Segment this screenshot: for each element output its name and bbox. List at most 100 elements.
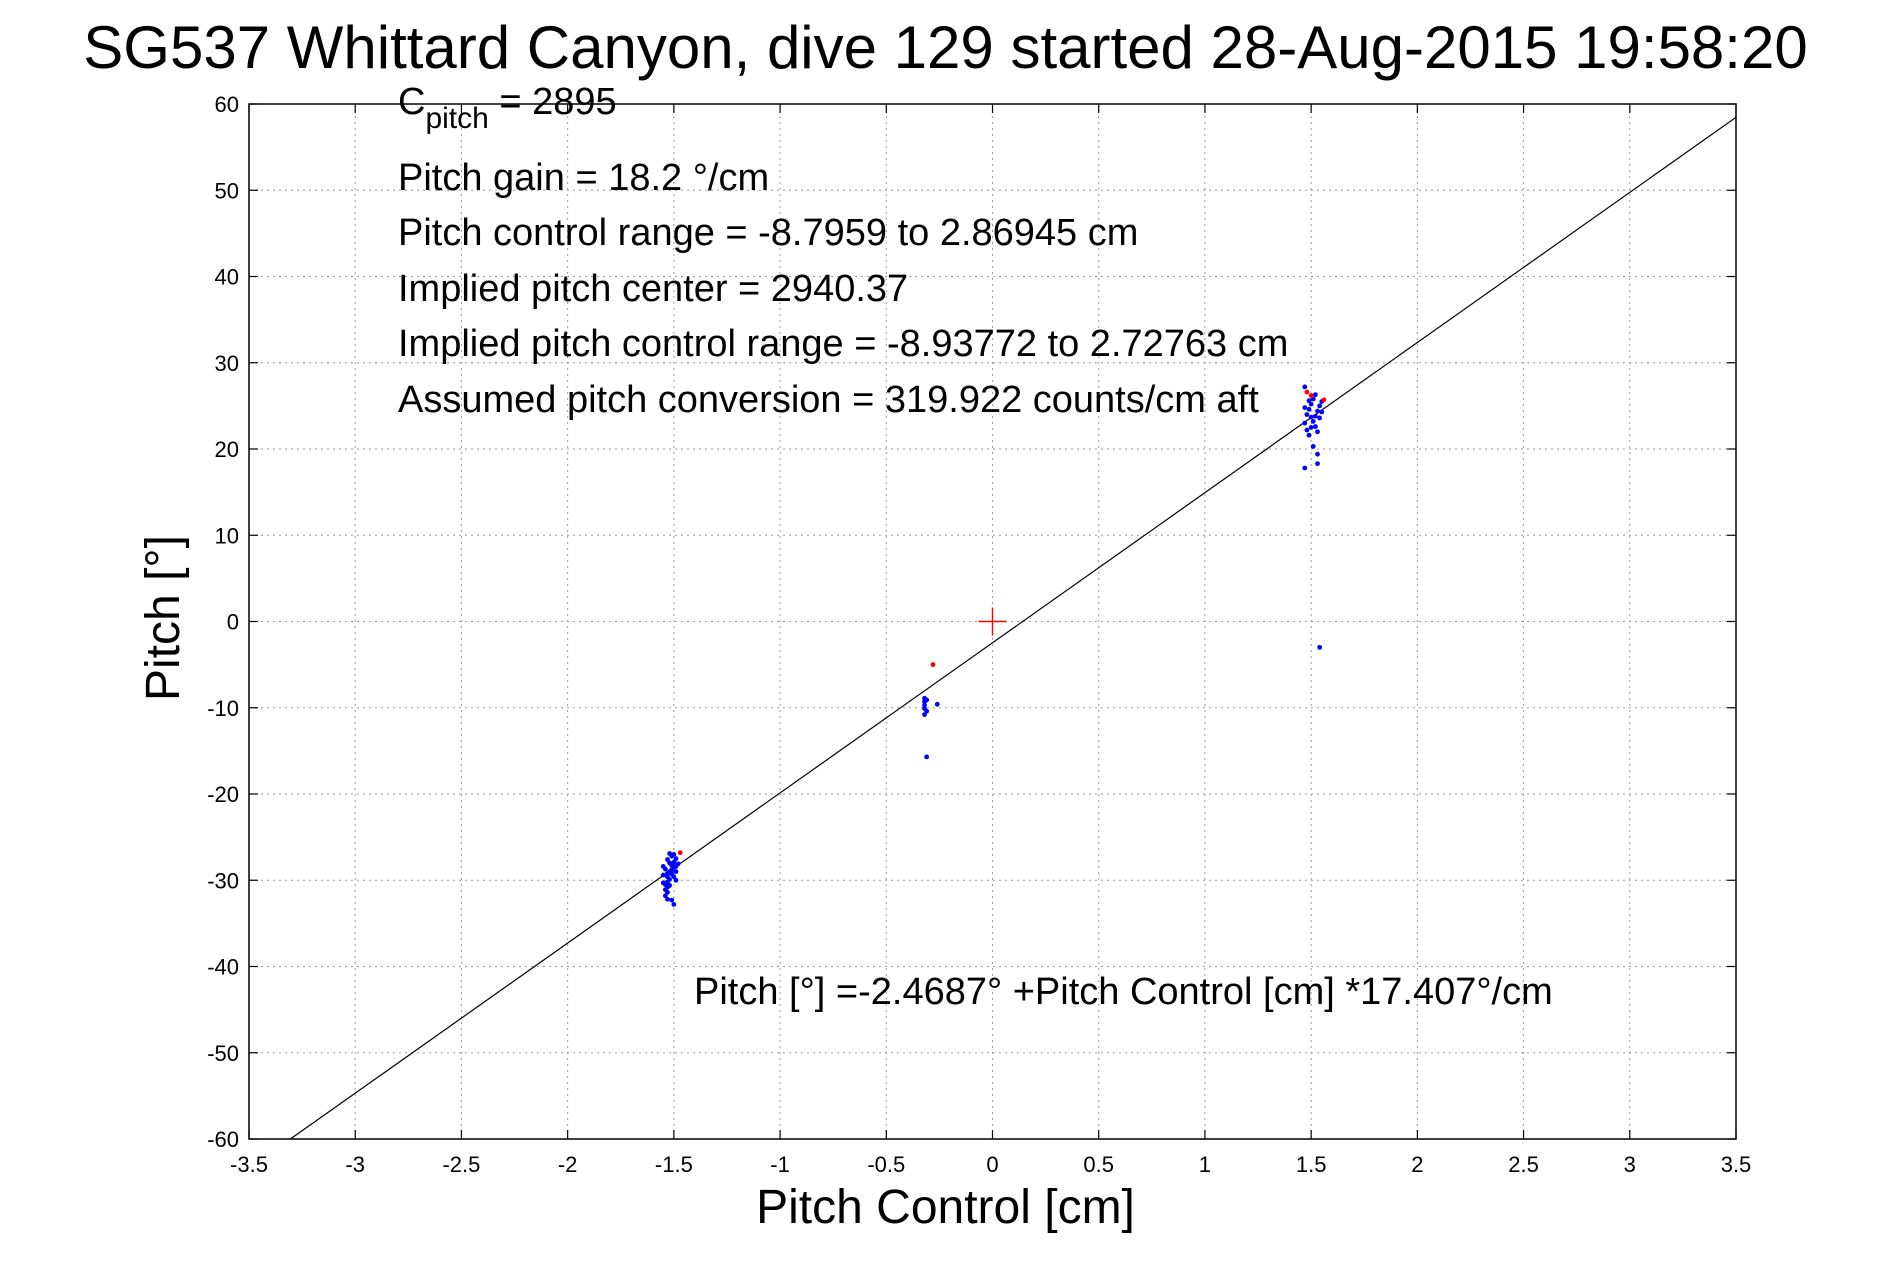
data-point bbox=[1306, 432, 1312, 438]
data-point bbox=[1304, 389, 1310, 395]
data-point bbox=[671, 874, 677, 880]
data-points bbox=[660, 384, 1327, 907]
y-tick-label: -40 bbox=[207, 955, 239, 980]
data-point bbox=[1310, 444, 1316, 449]
data-point bbox=[1302, 420, 1308, 426]
data-point bbox=[1319, 409, 1325, 415]
data-point bbox=[1315, 461, 1320, 467]
y-tick-label: 40 bbox=[215, 265, 239, 290]
data-point bbox=[1315, 408, 1320, 414]
y-tick-label: -50 bbox=[207, 1041, 239, 1066]
x-tick-label: -0.5 bbox=[867, 1152, 905, 1177]
data-point bbox=[1306, 398, 1312, 404]
data-point bbox=[673, 869, 679, 875]
implied-control-range-annotation: Implied pitch control range = -8.93772 t… bbox=[398, 323, 1289, 365]
data-point bbox=[675, 861, 681, 867]
data-point bbox=[671, 851, 677, 857]
data-point bbox=[1304, 412, 1310, 417]
implied-pitch-center-annotation: Implied pitch center = 2940.37 bbox=[398, 268, 909, 310]
data-point bbox=[1312, 424, 1318, 429]
data-point bbox=[1302, 405, 1308, 410]
data-point bbox=[1310, 396, 1316, 402]
data-point bbox=[671, 859, 677, 865]
data-point bbox=[924, 754, 930, 760]
data-point bbox=[1315, 429, 1320, 435]
data-point bbox=[924, 708, 930, 714]
data-point bbox=[660, 880, 666, 886]
x-tick-label: 0 bbox=[986, 1152, 998, 1177]
assumed-conversion-annotation: Assumed pitch conversion = 319.922 count… bbox=[398, 379, 1259, 421]
center-marker-layer bbox=[978, 607, 1007, 636]
data-point bbox=[1308, 414, 1314, 420]
y-tick-label: 30 bbox=[215, 351, 239, 376]
data-point bbox=[662, 893, 668, 899]
y-tick-label: -20 bbox=[207, 782, 239, 807]
data-point bbox=[677, 850, 683, 856]
tick-labels: -3.5 -3 -2.5 -2 -1.5 -1 -0.5 0 0.5 1 1.5 2 2.5 3 3.5 -6… bbox=[207, 92, 1751, 1177]
data-point bbox=[934, 701, 940, 707]
data-point bbox=[1308, 401, 1314, 407]
data-point bbox=[667, 851, 673, 856]
data-point bbox=[665, 857, 670, 862]
x-tick-label: -1.5 bbox=[655, 1152, 693, 1177]
data-point bbox=[1312, 392, 1318, 398]
y-axis-label: Pitch [°] bbox=[137, 535, 190, 701]
data-point bbox=[1306, 406, 1312, 412]
data-point bbox=[1312, 413, 1318, 419]
data-point bbox=[665, 870, 670, 876]
data-point bbox=[1317, 644, 1323, 650]
y-tick-label: -10 bbox=[207, 696, 239, 721]
data-point bbox=[660, 872, 666, 878]
fit-line-layer bbox=[290, 116, 1737, 1140]
data-point bbox=[922, 702, 927, 708]
c-pitch-annotation: Cpitch = 2895 bbox=[398, 81, 617, 135]
data-point bbox=[660, 864, 666, 869]
x-tick-label: 3 bbox=[1624, 1152, 1636, 1177]
data-point bbox=[669, 867, 675, 873]
x-tick-label: -2.5 bbox=[442, 1152, 480, 1177]
x-tick-label: 0.5 bbox=[1083, 1152, 1114, 1177]
data-point bbox=[924, 697, 930, 703]
x-tick-label: -2 bbox=[558, 1152, 578, 1177]
data-point bbox=[1317, 403, 1323, 409]
x-tick-label: 1 bbox=[1199, 1152, 1211, 1177]
y-tick-label: 50 bbox=[215, 178, 239, 203]
data-point bbox=[1321, 397, 1327, 403]
x-tick-label: 3.5 bbox=[1721, 1152, 1752, 1177]
x-tick-label: -1 bbox=[770, 1152, 790, 1177]
chart-title: SG537 Whittard Canyon, dive 129 started … bbox=[83, 14, 1808, 81]
data-point bbox=[1315, 451, 1320, 457]
data-point bbox=[930, 662, 936, 668]
data-point bbox=[1310, 419, 1316, 424]
axes-frame bbox=[248, 103, 1737, 1140]
data-point bbox=[1304, 427, 1310, 433]
data-point bbox=[669, 897, 675, 903]
data-point bbox=[673, 877, 679, 883]
data-point bbox=[665, 896, 670, 902]
data-point bbox=[1317, 415, 1323, 421]
y-tick-label: 10 bbox=[215, 523, 239, 548]
y-tick-label: 60 bbox=[215, 92, 239, 117]
y-tick-label: -30 bbox=[207, 868, 239, 893]
fit-equation-annotation: Pitch [°] =-2.4687° +Pitch Control [cm] … bbox=[694, 971, 1553, 1013]
y-tick-label: 0 bbox=[227, 610, 239, 635]
x-tick-label: 2.5 bbox=[1508, 1152, 1539, 1177]
data-point bbox=[1308, 393, 1314, 398]
data-point bbox=[1308, 425, 1314, 430]
pitch-control-range-annotation: Pitch control range = -8.7959 to 2.86945… bbox=[398, 212, 1139, 254]
x-tick-label: 1.5 bbox=[1296, 1152, 1327, 1177]
x-axis-label: Pitch Control [cm] bbox=[756, 1181, 1135, 1234]
x-tick-label: -3.5 bbox=[230, 1152, 268, 1177]
y-tick-label: -60 bbox=[207, 1127, 239, 1152]
fit-line bbox=[290, 116, 1737, 1140]
data-point bbox=[671, 902, 677, 907]
data-point bbox=[667, 883, 673, 888]
data-point bbox=[665, 889, 670, 895]
data-point bbox=[673, 856, 679, 862]
data-point bbox=[1302, 465, 1308, 471]
pitch-gain-annotation: Pitch gain = 18.2 °/cm bbox=[398, 157, 770, 199]
data-point bbox=[922, 712, 927, 718]
data-point bbox=[1302, 384, 1308, 390]
x-tick-label: -3 bbox=[345, 1152, 365, 1177]
